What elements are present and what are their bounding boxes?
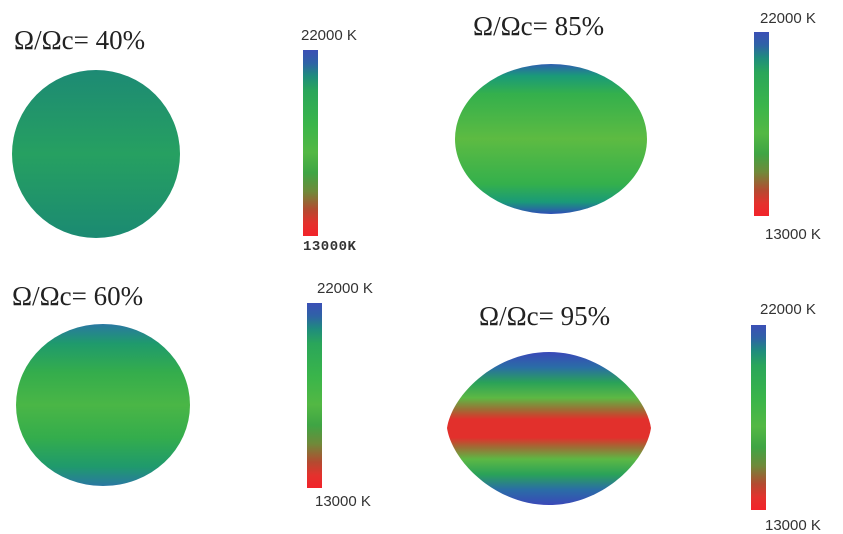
panel-title-60: Ω/Ωc= 60% bbox=[12, 281, 144, 311]
star-40-percent bbox=[12, 70, 180, 238]
star-95-percent bbox=[447, 352, 651, 505]
panel-title-95: Ω/Ωc= 95% bbox=[479, 301, 611, 331]
scale-max-label-40: 22000 K bbox=[301, 27, 357, 44]
colorbar-85 bbox=[754, 32, 769, 216]
star-85-percent bbox=[455, 64, 647, 214]
scale-max-label-85: 22000 K bbox=[760, 10, 816, 27]
panel-title-40: Ω/Ωc= 40% bbox=[14, 25, 146, 55]
star-60-percent bbox=[16, 324, 190, 486]
colorbar-95 bbox=[751, 325, 766, 510]
scale-min-label-85: 13000 K bbox=[765, 226, 821, 243]
scale-min-label-95: 13000 K bbox=[765, 517, 821, 534]
scale-max-label-60: 22000 K bbox=[317, 280, 373, 297]
colorbar-40 bbox=[303, 50, 318, 236]
panel-title-85: Ω/Ωc= 85% bbox=[473, 11, 605, 41]
scale-min-label-40: 13000K bbox=[303, 239, 357, 255]
scale-min-label-60: 13000 K bbox=[315, 493, 371, 510]
scale-max-label-95: 22000 K bbox=[760, 301, 816, 318]
colorbar-60 bbox=[307, 303, 322, 488]
